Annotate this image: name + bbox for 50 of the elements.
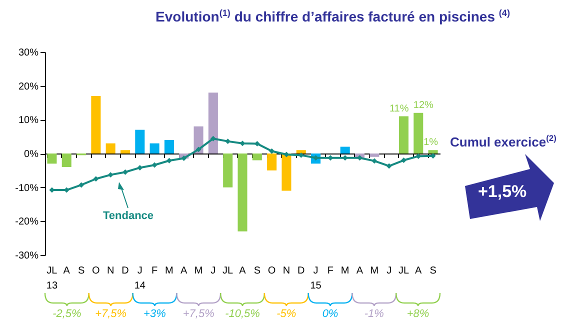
x-tick-label: J 15 (310, 266, 322, 292)
text: -1% (364, 308, 384, 320)
legend-label: Tendance (103, 210, 154, 222)
x-tick-label: JL 13 (46, 266, 58, 292)
x-tick-label: JL (398, 266, 410, 276)
text: +3% (144, 308, 166, 320)
data-label: 12% (413, 100, 434, 111)
x-tick-label: O (268, 266, 276, 276)
x-tick-label: N (106, 266, 114, 276)
x-tick-label: O (92, 266, 100, 276)
text: +7,5% (182, 308, 214, 320)
x-tick-label: D (298, 266, 305, 276)
y-tick-label: 10% (18, 115, 39, 126)
x-tick-label: N (282, 266, 290, 276)
x-tick-label: D (122, 266, 129, 276)
x-tick-label: F (327, 266, 334, 276)
x-tick-label: A (63, 266, 70, 276)
x-tick-label: A (180, 266, 188, 276)
x-tick-label: F (152, 266, 158, 276)
x-tick-label: J (210, 266, 216, 276)
text: 0% (322, 308, 338, 320)
data-label: 1% (424, 137, 438, 148)
text: -2,5% (52, 308, 82, 320)
y-tick-label: 20% (18, 81, 39, 92)
x-tick-label: S (430, 266, 437, 276)
text: -10,5% (225, 308, 260, 320)
x-tick-label: M (194, 266, 203, 276)
x-tick-label: S (78, 266, 85, 276)
x-tick-label: J 14 (134, 266, 146, 292)
x-tick-label: A (356, 266, 364, 276)
x-tick-label: M (165, 266, 174, 276)
x-tick-label: M (340, 266, 350, 276)
x-tick-label: S (254, 266, 261, 276)
x-tick-label: M (370, 266, 379, 276)
x-tick-label: A (415, 266, 422, 276)
y-tick-label: 0% (24, 149, 39, 160)
chart-title: Evolution$^{(1)}$ du chiffre d’affaires facturé en piscines $^{(4)}$ (156, 8, 510, 25)
x-tick-label: A (239, 266, 246, 276)
text: -5% (276, 308, 296, 320)
text: +7,5% (95, 308, 127, 320)
y-tick-label: 30% (18, 48, 39, 58)
y-tick-label: -30% (15, 250, 39, 262)
data-label: 11% (389, 103, 409, 114)
text: +1,5% (478, 182, 527, 202)
text: +8% (406, 308, 430, 320)
x-tick-label: J (386, 266, 392, 276)
text: Cumul exercice$^{(2)}$ (450, 133, 556, 150)
x-tick-label: JL (222, 266, 234, 276)
y-tick-label: -20% (15, 216, 39, 228)
y-tick-label: -10% (15, 182, 39, 194)
